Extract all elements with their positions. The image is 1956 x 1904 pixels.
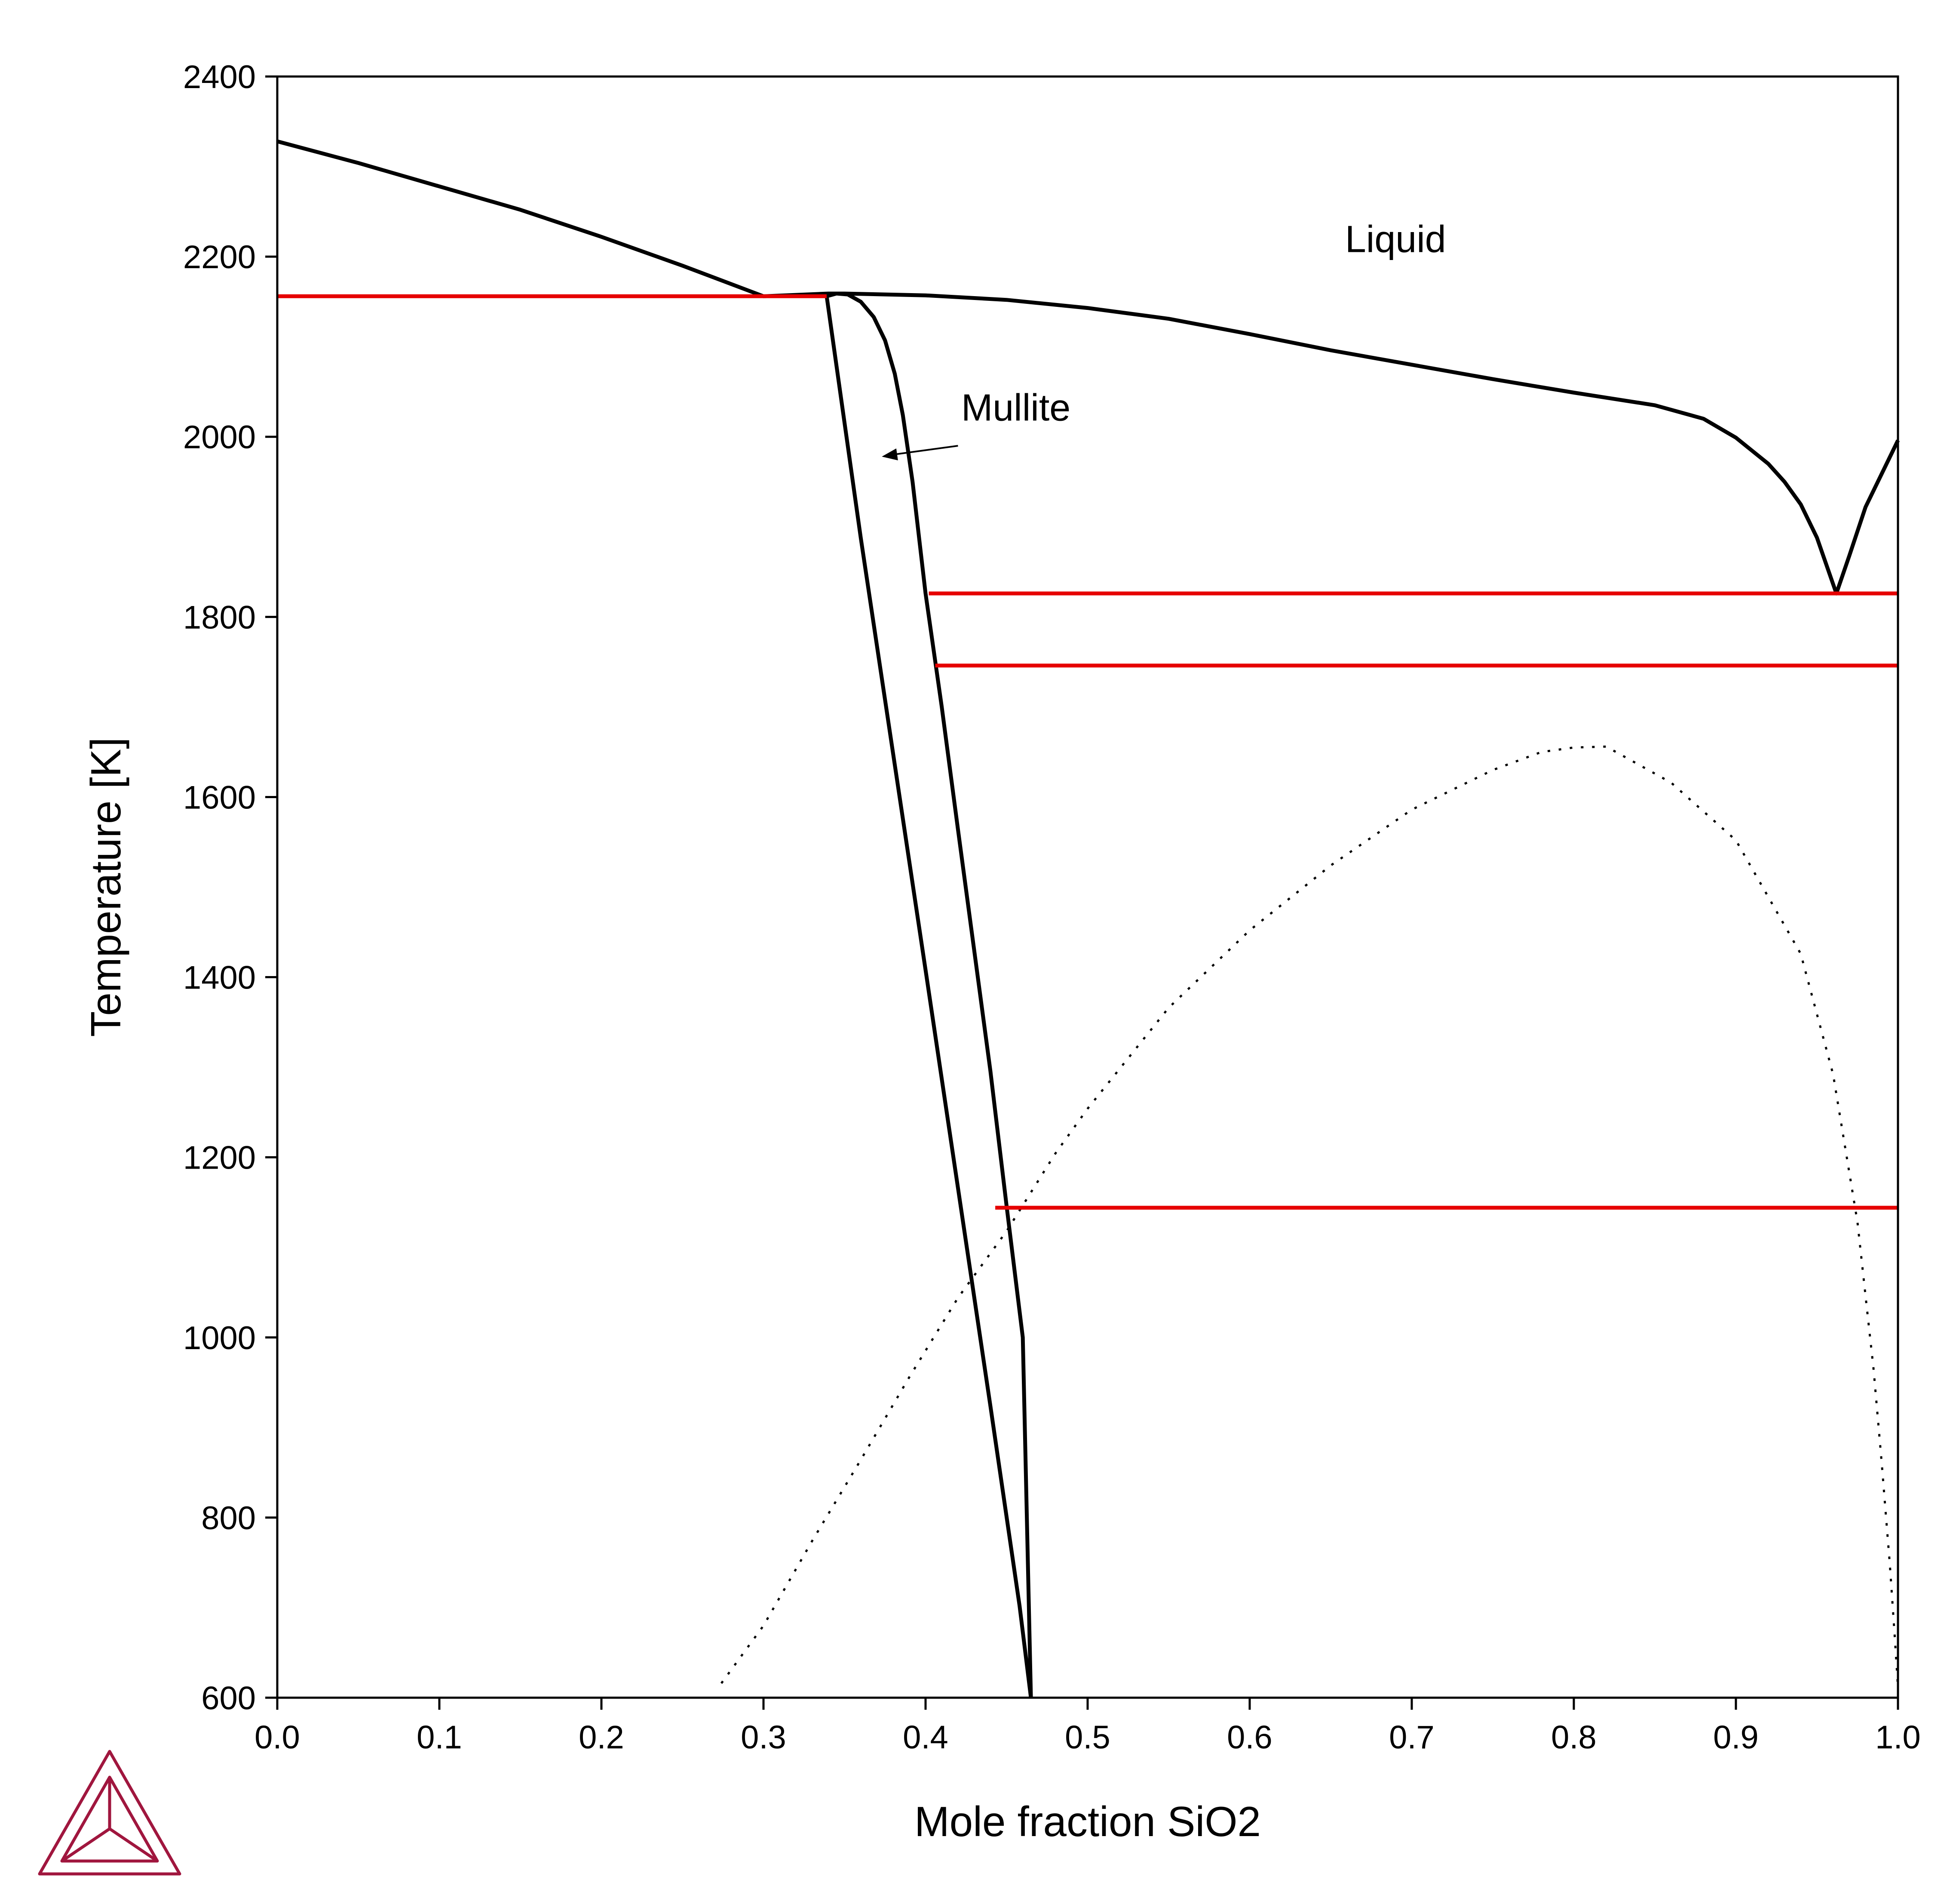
annotation-arrow-head-icon <box>882 448 898 461</box>
series-layer <box>276 139 1900 1698</box>
y-tick-label: 1600 <box>183 779 256 816</box>
x-tick-label: 0.8 <box>1551 1719 1597 1756</box>
series-line-solid-black-1 <box>825 296 1033 1698</box>
y-tick-label: 2400 <box>183 59 256 95</box>
x-tick-label: 0.4 <box>903 1719 948 1756</box>
y-tick-label: 800 <box>201 1500 256 1537</box>
x-tick-label: 0.2 <box>579 1719 624 1756</box>
y-axis-title: Temperature [K] <box>82 737 129 1037</box>
x-tick-label: 0.7 <box>1389 1719 1435 1756</box>
x-tick-label: 0.0 <box>254 1719 300 1756</box>
x-tick-label: 0.5 <box>1065 1719 1110 1756</box>
y-tick-label: 1800 <box>183 599 256 636</box>
y-tick-label: 2200 <box>183 239 256 275</box>
thermo-calc-logo-icon <box>38 1750 181 1876</box>
annotation-layer: Liquid Mullite <box>882 218 1446 461</box>
annotation-mullite: Mullite <box>961 386 1070 429</box>
y-tick-label: 1200 <box>183 1140 256 1176</box>
x-tick-label: 0.9 <box>1713 1719 1759 1756</box>
x-tick-label: 0.1 <box>417 1719 462 1756</box>
y-tick-label: 2000 <box>183 419 256 456</box>
ticks-layer: 0.0 0.1 0.2 0.3 0.4 0.5 0.6 0.7 0.8 0.9 1.0 600 800 1… <box>183 59 1921 1756</box>
y-tick-label: 1400 <box>183 960 256 996</box>
annotation-liquid: Liquid <box>1345 218 1446 260</box>
x-axis-title: Mole fraction SiO2 <box>914 1798 1261 1845</box>
y-tick-label: 1000 <box>183 1320 256 1356</box>
series-line-solid-black-0 <box>276 139 1900 596</box>
series-line-solid-black-2 <box>826 291 1033 1698</box>
x-tick-label: 0.6 <box>1227 1719 1272 1756</box>
y-tick-label: 600 <box>201 1680 256 1717</box>
x-tick-label: 0.3 <box>741 1719 786 1756</box>
annotation-arrow-line <box>891 445 958 456</box>
x-tick-label: 1.0 <box>1875 1719 1921 1756</box>
